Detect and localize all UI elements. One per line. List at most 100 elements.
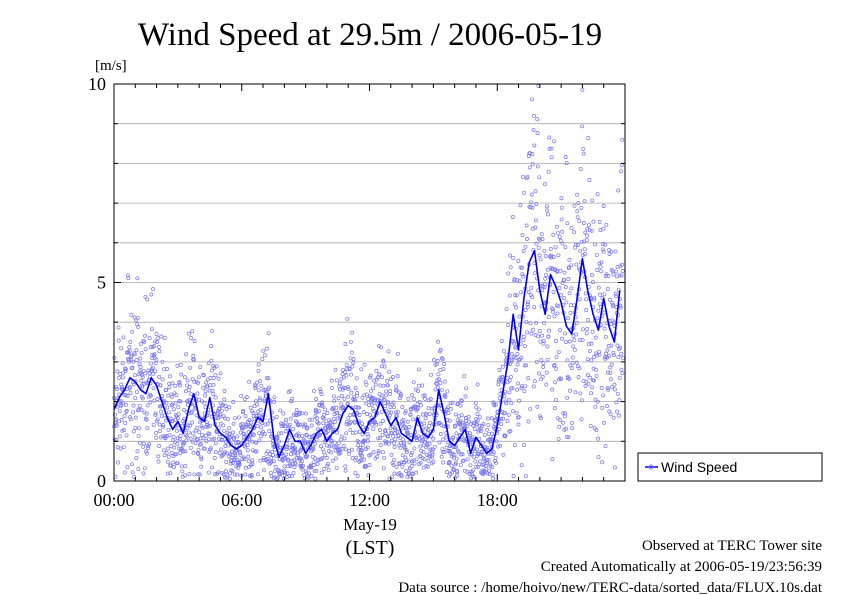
scatter-point bbox=[165, 367, 169, 371]
scatter-point bbox=[192, 339, 197, 343]
scatter-point bbox=[485, 427, 490, 432]
scatter-point bbox=[620, 356, 625, 361]
scatter-point bbox=[546, 169, 551, 174]
scatter-point bbox=[154, 332, 159, 337]
scatter-point bbox=[150, 365, 155, 370]
scatter-point bbox=[573, 390, 578, 395]
scatter-point bbox=[528, 406, 533, 411]
scatter-point bbox=[125, 273, 130, 278]
scatter-point bbox=[190, 420, 195, 425]
scatter-point bbox=[318, 432, 322, 437]
scatter-point bbox=[310, 417, 315, 422]
scatter-point bbox=[209, 368, 214, 373]
scatter-point bbox=[540, 374, 545, 379]
scatter-point bbox=[199, 455, 203, 460]
scatter-point bbox=[358, 451, 363, 456]
scatter-point bbox=[574, 242, 578, 247]
scatter-point bbox=[218, 412, 223, 417]
scatter-point bbox=[312, 468, 317, 473]
scatter-point bbox=[594, 367, 599, 372]
scatter-point bbox=[214, 364, 219, 369]
scatter-point bbox=[127, 345, 132, 350]
scatter-point bbox=[541, 339, 546, 343]
scatter-point bbox=[557, 235, 562, 239]
scatter-point bbox=[442, 392, 447, 397]
scatter-point bbox=[192, 379, 197, 384]
scatter-point bbox=[240, 426, 245, 431]
scatter-point bbox=[598, 292, 602, 297]
scatter-point bbox=[442, 379, 447, 384]
scatter-point bbox=[516, 415, 521, 420]
scatter-point bbox=[138, 342, 143, 347]
scatter-point bbox=[257, 431, 262, 436]
scatter-point bbox=[438, 432, 443, 436]
scatter-point bbox=[560, 281, 565, 286]
scatter-point bbox=[182, 375, 187, 380]
scatter-point bbox=[428, 420, 433, 425]
scatter-point bbox=[521, 334, 526, 339]
scatter-point bbox=[140, 375, 145, 380]
scatter-point bbox=[560, 241, 565, 246]
scatter-point bbox=[415, 402, 420, 406]
scatter-point bbox=[344, 363, 349, 368]
scatter-point bbox=[360, 425, 365, 430]
scatter-point bbox=[420, 456, 425, 461]
scatter-point bbox=[541, 360, 546, 365]
scatter-point bbox=[216, 376, 221, 381]
scatter-point bbox=[151, 287, 155, 292]
scatter-point bbox=[526, 376, 531, 381]
scatter-point bbox=[272, 399, 277, 404]
scatter-point bbox=[201, 436, 206, 441]
scatter-point bbox=[491, 450, 496, 455]
scatter-point bbox=[279, 431, 284, 436]
scatter-point bbox=[507, 398, 511, 403]
scatter-point bbox=[255, 402, 259, 407]
scatter-point bbox=[367, 419, 372, 424]
scatter-point bbox=[589, 228, 594, 233]
scatter-point bbox=[493, 455, 498, 460]
scatter-point bbox=[535, 164, 540, 169]
scatter-point bbox=[408, 474, 413, 479]
scatter-point bbox=[488, 464, 493, 469]
scatter-point bbox=[443, 395, 448, 399]
scatter-point bbox=[128, 415, 133, 420]
scatter-point bbox=[603, 444, 608, 449]
scatter-point bbox=[238, 450, 243, 455]
scatter-point bbox=[345, 316, 350, 321]
scatter-point bbox=[353, 471, 358, 476]
scatter-point bbox=[370, 406, 375, 411]
scatter-point bbox=[172, 391, 177, 396]
scatter-point bbox=[344, 419, 349, 424]
scatter-point bbox=[195, 391, 200, 396]
scatter-point bbox=[245, 443, 250, 448]
scatter-point bbox=[480, 440, 485, 445]
scatter-point bbox=[538, 257, 543, 262]
scatter-point bbox=[567, 376, 572, 381]
scatter-point bbox=[179, 446, 184, 451]
scatter-point bbox=[260, 429, 265, 434]
scatter-point bbox=[456, 450, 461, 455]
scatter-point bbox=[596, 436, 601, 441]
scatter-point bbox=[160, 377, 165, 382]
scatter-point bbox=[203, 393, 207, 398]
scatter-point bbox=[142, 466, 147, 471]
scatter-point bbox=[217, 450, 222, 455]
scatter-point bbox=[570, 420, 574, 425]
scatter-point bbox=[554, 366, 559, 371]
scatter-point bbox=[468, 421, 473, 426]
scatter-point bbox=[579, 239, 584, 244]
scatter-point bbox=[157, 422, 162, 427]
scatter-point bbox=[515, 387, 519, 392]
scatter-point bbox=[211, 376, 216, 380]
scatter-point bbox=[583, 291, 588, 296]
scatter-point bbox=[208, 383, 213, 388]
scatter-point bbox=[202, 400, 207, 405]
scatter-point bbox=[175, 363, 180, 368]
scatter-point bbox=[293, 462, 298, 467]
scatter-point bbox=[252, 417, 257, 422]
scatter-point bbox=[249, 473, 254, 477]
scatter-point bbox=[184, 438, 189, 443]
scatter-point bbox=[304, 426, 309, 431]
scatter-point bbox=[186, 423, 191, 428]
scatter-point bbox=[140, 384, 145, 389]
